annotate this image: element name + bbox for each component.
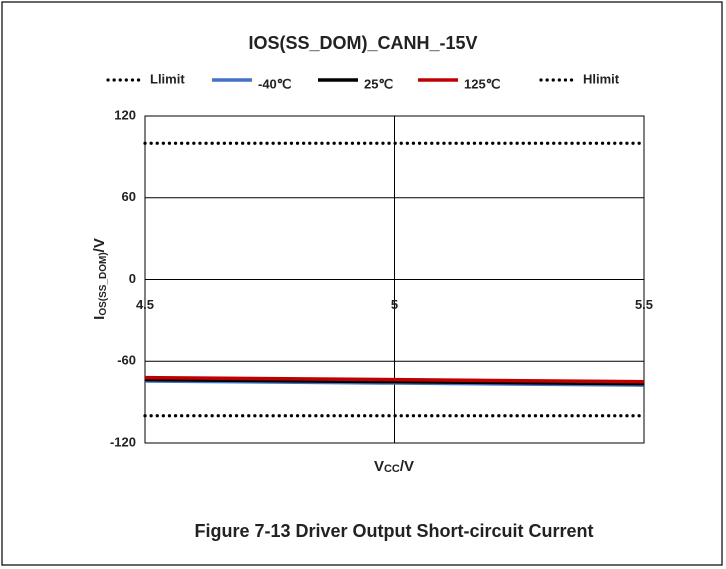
chart-title: IOS(SS_DOM)_CANH_-15V (248, 33, 477, 53)
legend-label: 25℃ (364, 76, 393, 91)
y-tick-label: 60 (122, 189, 136, 204)
legend-label: -40℃ (258, 76, 291, 91)
legend-label: Hlimit (583, 71, 620, 86)
caption: Figure 7-13 Driver Output Short-circuit … (194, 521, 593, 541)
y-tick-label: 0 (129, 271, 136, 286)
y-axis-label: IOS(SS_DOM)/V (91, 238, 109, 320)
x-tick-label: 5.5 (635, 297, 653, 312)
x-tick-label: 5 (391, 297, 398, 312)
x-axis-label: VCC/V (374, 458, 414, 475)
y-tick-label: 120 (114, 107, 136, 122)
legend-label: 125℃ (464, 76, 500, 91)
series-line (144, 375, 645, 384)
y-tick-label: -60 (117, 353, 136, 368)
legend-label: Llimit (150, 71, 185, 86)
x-tick-label: 4.5 (136, 297, 154, 312)
series-line (144, 377, 645, 386)
y-tick-label: -120 (110, 434, 136, 449)
